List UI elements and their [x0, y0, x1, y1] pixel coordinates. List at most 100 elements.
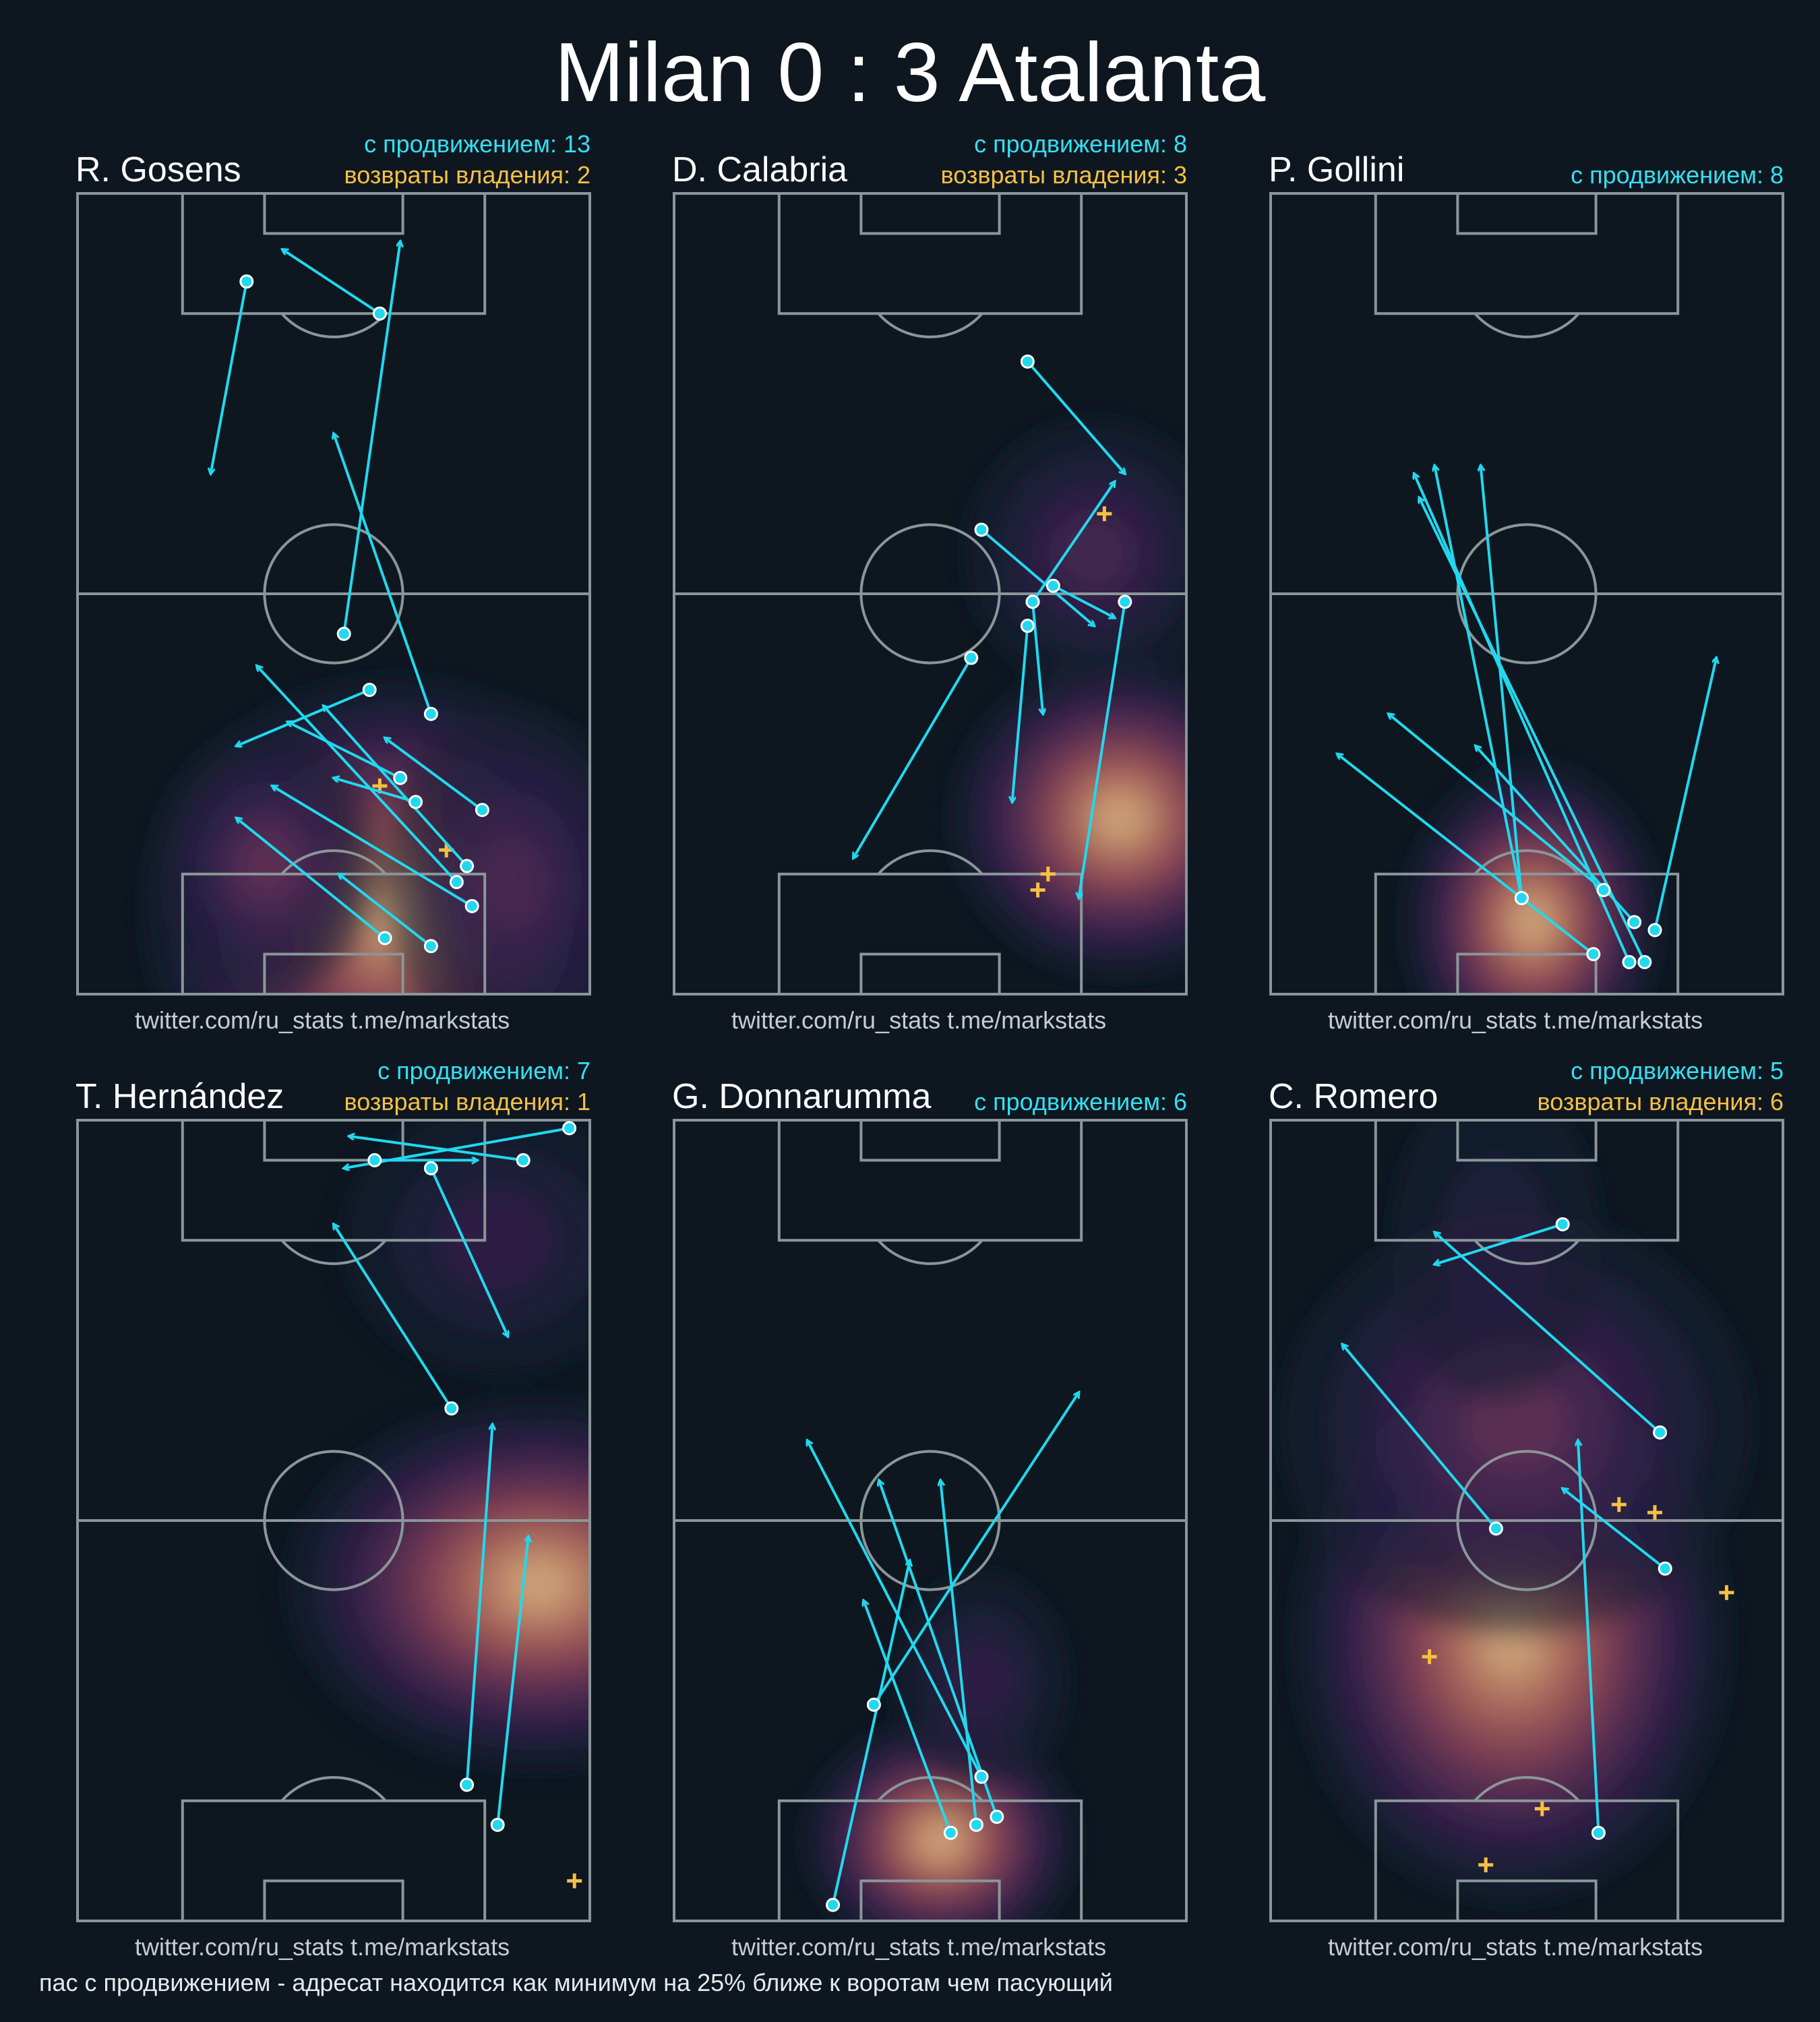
- pitch-chart: [673, 192, 1188, 996]
- density-contours: [286, 1120, 590, 1771]
- pitch-lines: [1269, 192, 1784, 996]
- progressive-passes-count: с продвижением: 5: [1571, 1057, 1784, 1084]
- possession-regain-marker: [1097, 506, 1112, 522]
- possession-regain-marker: [1478, 1857, 1494, 1872]
- pass-origin-point: [377, 931, 392, 946]
- credits-text: twitter.com/ru_stats t.me/markstats: [1328, 1933, 1703, 1961]
- pass-origin-point: [1591, 1825, 1606, 1840]
- possession-regain-marker: [1719, 1585, 1734, 1600]
- pass-origin-point: [1045, 578, 1060, 593]
- pass-origin-point: [866, 1697, 881, 1712]
- pitch-chart: [1269, 1119, 1784, 1923]
- progressive-pass-arrow: [1434, 1232, 1661, 1434]
- pass-origin-point: [475, 803, 489, 818]
- possession-regain-marker: [1647, 1505, 1662, 1521]
- progressive-passes-count: с продвижением: 13: [364, 130, 590, 158]
- pass-origin-point: [393, 770, 408, 785]
- possession-regain-marker: [1422, 1649, 1437, 1664]
- pass-origin-point: [372, 306, 387, 321]
- progressive-pass-arrow: [1079, 601, 1126, 898]
- progressive-pass-arrow: [1031, 482, 1115, 603]
- pitch-lines: [1269, 1119, 1784, 1923]
- progressive-pass-arrow: [1414, 474, 1631, 963]
- credits-text: twitter.com/ru_stats t.me/markstats: [135, 1006, 510, 1034]
- progressive-pass-arrow: [1012, 625, 1029, 802]
- player-name: C. Romero: [1269, 1077, 1438, 1116]
- progressive-pass-arrow: [257, 666, 458, 884]
- progressive-pass-arrow: [1578, 1440, 1600, 1833]
- density-contours: [1280, 1120, 1753, 1904]
- progressive-passes-count: с продвижением: 8: [1571, 161, 1784, 189]
- pitch-chart: [76, 1119, 591, 1923]
- player-name: T. Hernández: [75, 1077, 284, 1116]
- progressive-pass-arrow: [496, 1537, 528, 1825]
- progressive-pass-arrow: [863, 1601, 952, 1834]
- progressive-pass-arrow: [831, 1560, 910, 1905]
- player-panel: P. Gollini с продвижением: 8 twitter.com/r…: [1193, 0, 1800, 1034]
- pass-origin-point: [490, 1817, 505, 1832]
- credits-text: twitter.com/ru_stats t.me/markstats: [731, 1933, 1107, 1961]
- pass-origin-point: [1020, 354, 1035, 369]
- progressive-passes-count: с продвижением: 8: [974, 130, 1187, 158]
- progressive-pass-arrow: [272, 786, 473, 908]
- pitch-lines: [76, 192, 591, 996]
- progressive-pass-arrow: [339, 874, 432, 948]
- credits-text: twitter.com/ru_stats t.me/markstats: [731, 1006, 1107, 1034]
- possession-regains-count: возвраты владения: 2: [344, 161, 590, 189]
- pass-origin-point: [1514, 890, 1529, 905]
- pass-origin-point: [1596, 883, 1611, 898]
- pass-origin-point: [423, 1161, 438, 1175]
- progressive-pass-arrow: [1031, 601, 1043, 714]
- pass-origin-point: [423, 939, 438, 954]
- possession-regain-marker: [1534, 1801, 1550, 1816]
- progressive-pass-arrow: [1434, 466, 1523, 898]
- possession-regains-count: возвраты владения: 6: [1537, 1088, 1784, 1115]
- possession-regain-marker: [567, 1873, 582, 1889]
- progressive-pass-arrow: [237, 818, 386, 940]
- progressive-pass-arrow: [1026, 361, 1124, 473]
- pitch-chart: [1269, 192, 1784, 996]
- pass-origin-point: [1653, 1425, 1668, 1440]
- progressive-pass-arrow: [1342, 1345, 1497, 1530]
- pass-origin-point: [1488, 1521, 1503, 1536]
- progressive-pass-arrow: [1052, 584, 1114, 618]
- pitch-lines: [76, 1119, 591, 1923]
- pitch-lines: [673, 1119, 1188, 1923]
- pass-origin-point: [1020, 619, 1035, 634]
- progressive-pass-arrow: [879, 1481, 998, 1818]
- progressive-pass-arrow: [1654, 658, 1716, 931]
- progressive-pass-arrow: [342, 241, 400, 634]
- pass-origin-point: [1647, 923, 1662, 938]
- pitch-chart: [673, 1119, 1188, 1923]
- progressive-pass-arrow: [1563, 1488, 1666, 1570]
- pass-origin-point: [1658, 1561, 1672, 1576]
- progressive-pass-arrow: [288, 722, 401, 780]
- player-panel: C. Romero с продвижением: 5 возвраты владе…: [1193, 927, 1800, 1961]
- pass-origin-point: [1627, 915, 1642, 929]
- pass-origin-point: [1586, 947, 1601, 962]
- pass-origin-point: [336, 626, 351, 641]
- progressive-pass-arrow: [1389, 714, 1605, 892]
- possession-regain-marker: [1030, 882, 1045, 898]
- pass-origin-point: [562, 1121, 577, 1136]
- pass-origin-point: [1622, 954, 1637, 969]
- progressive-pass-arrow: [1481, 466, 1523, 898]
- progressive-pass-arrow: [808, 1440, 983, 1778]
- pass-origin-point: [464, 898, 479, 913]
- possession-regain-marker: [1611, 1497, 1627, 1512]
- progressive-pass-arrow: [980, 528, 1094, 626]
- player-name: D. Calabria: [672, 150, 848, 189]
- pass-origin-point: [362, 683, 377, 698]
- pass-origin-point: [969, 1817, 983, 1832]
- progressive-pass-arrow: [1434, 1223, 1563, 1264]
- progressive-pass-arrow: [872, 1392, 1079, 1706]
- pass-origin-point: [367, 1153, 382, 1167]
- credits-text: twitter.com/ru_stats t.me/markstats: [1328, 1006, 1703, 1034]
- pass-origin-point: [408, 795, 423, 809]
- progressive-pass-arrow: [211, 281, 248, 474]
- density-contours: [802, 1571, 1079, 1921]
- progressive-pass-arrow: [282, 249, 381, 315]
- progressive-pass-arrow: [349, 1136, 524, 1162]
- progressive-pass-arrow: [1337, 754, 1595, 956]
- pass-origin-point: [516, 1153, 530, 1167]
